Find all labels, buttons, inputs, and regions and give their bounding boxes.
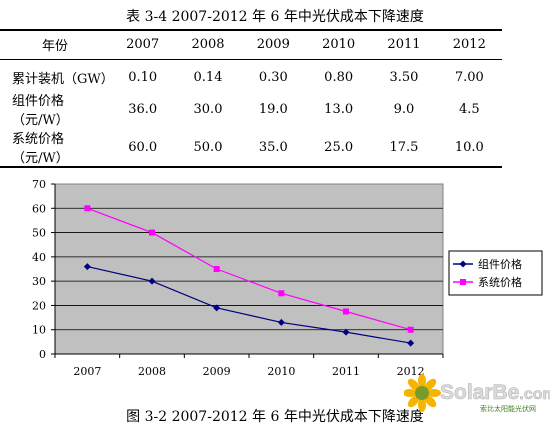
series-2-point-2009: [213, 266, 220, 272]
series-1-point-2010: [277, 318, 285, 326]
year-2009-header: 2009: [256, 37, 290, 53]
table-cell: 10.0: [454, 139, 484, 155]
series-line-1: [87, 265, 411, 344]
table-cell: 9.0: [393, 101, 415, 117]
figure-caption: 图 3-2 2007-2012 年 6 年中光伏成本下降速度: [126, 409, 424, 425]
series-2-point-2010: [278, 290, 285, 297]
cost-table: 年份 2007 2008 2009 2010 2011 2012 累计装机（GW…: [0, 29, 502, 168]
table-cell: 3.50: [389, 69, 419, 85]
x-tick-label-2009: 2009: [203, 365, 231, 378]
sunflower-logo-icon: [404, 374, 441, 412]
series-1-point-2007: [83, 263, 91, 271]
series-line-2: [87, 207, 411, 331]
series-1-point-2009: [213, 304, 221, 312]
series-1-point-2008: [148, 277, 156, 285]
legend-box: [448, 250, 543, 296]
table-cell: 25.0: [324, 139, 354, 155]
table-cell: 0.30: [258, 69, 288, 85]
y-tick-label-0: 0: [39, 348, 46, 361]
table-cell: 35.0: [258, 139, 288, 155]
solarbe-watermark: SolarBe.com 索比太阳能光伏网: [404, 374, 550, 413]
year-2007-header: 2007: [126, 37, 160, 53]
watermark-domain-suffix: .com: [519, 386, 550, 403]
watermark-brand: SolarBe.com: [440, 381, 550, 404]
series-2-point-2012: [407, 326, 414, 333]
legend-label-1: 组件价格: [478, 257, 522, 271]
x-tick-label-2007: 2007: [73, 365, 101, 378]
y-tick-label-10: 10: [32, 324, 46, 337]
table-cell: 19.0: [258, 101, 288, 117]
table-row-installed-capacity: 累计装机（GW） 0.10 0.14 0.30 0.80 3.50 7.00: [0, 59, 502, 90]
series-2-point-2008: [149, 229, 155, 236]
y-tick-label-40: 40: [32, 251, 46, 264]
table-caption: 表 3-4 2007-2012 年 6 年中光伏成本下降速度: [126, 9, 424, 25]
table-cell: 50.0: [193, 139, 223, 155]
row-label: 系统价格 （元/W）: [12, 132, 69, 166]
series-1-point-2012: [407, 339, 415, 347]
table-cell: 30.0: [193, 101, 223, 117]
legend-label-2: 系统价格: [478, 275, 522, 289]
y-tick-label-60: 60: [32, 202, 46, 215]
table-cell: 0.14: [193, 69, 223, 85]
plot-area: [54, 183, 444, 355]
legend-marker-2: [460, 279, 466, 285]
table-row-system-price: 系统价格 （元/W） 60.0 50.0 35.0 25.0 17.5 10.0: [0, 128, 502, 167]
y-tick-label-70: 70: [32, 178, 46, 191]
table-cell: 13.0: [324, 101, 354, 117]
table-cell: 4.5: [458, 101, 480, 117]
year-2010-header: 2010: [322, 37, 356, 53]
table-cell: 17.5: [389, 139, 419, 155]
y-tick-label-20: 20: [32, 299, 46, 312]
table-header-row: 年份 2007 2008 2009 2010 2011 2012: [0, 30, 502, 59]
table-cell: 7.00: [454, 69, 484, 85]
watermark-tagline: 索比太阳能光伏网: [480, 404, 536, 413]
table-row-module-price: 组件价格 （元/W） 36.0 30.0 19.0 13.0 9.0 4.5: [0, 90, 502, 128]
table-cell: 36.0: [128, 101, 158, 117]
price-line-chart: 0 10 20 30 40 50 60 70 2007 2008 2009 2010 2011 2012 组…: [32, 178, 543, 378]
year-2012-header: 2012: [452, 37, 486, 53]
table-cell: 60.0: [128, 139, 158, 155]
series-2-point-2007: [84, 205, 91, 212]
y-tick-label-30: 30: [32, 275, 46, 288]
x-tick-label-2008: 2008: [138, 365, 166, 378]
y-tick-label-50: 50: [32, 227, 46, 240]
x-tick-label-2010: 2010: [267, 365, 295, 378]
year-2008-header: 2008: [191, 37, 225, 53]
year-2011-header: 2011: [387, 37, 421, 53]
x-tick-label-2012: 2012: [397, 365, 425, 378]
row-label: 累计装机（GW）: [12, 71, 114, 87]
x-tick-label-2011: 2011: [332, 365, 360, 378]
watermark-brand-name: SolarBe: [440, 381, 519, 404]
series-2-point-2011: [343, 308, 349, 315]
table-cell: 0.80: [324, 69, 354, 85]
series-1-point-2011: [342, 328, 350, 336]
legend-marker-1: [459, 260, 467, 268]
row-label: 组件价格 （元/W）: [12, 94, 69, 128]
table-cell: 0.10: [128, 69, 158, 85]
year-header: 年份: [41, 39, 68, 55]
